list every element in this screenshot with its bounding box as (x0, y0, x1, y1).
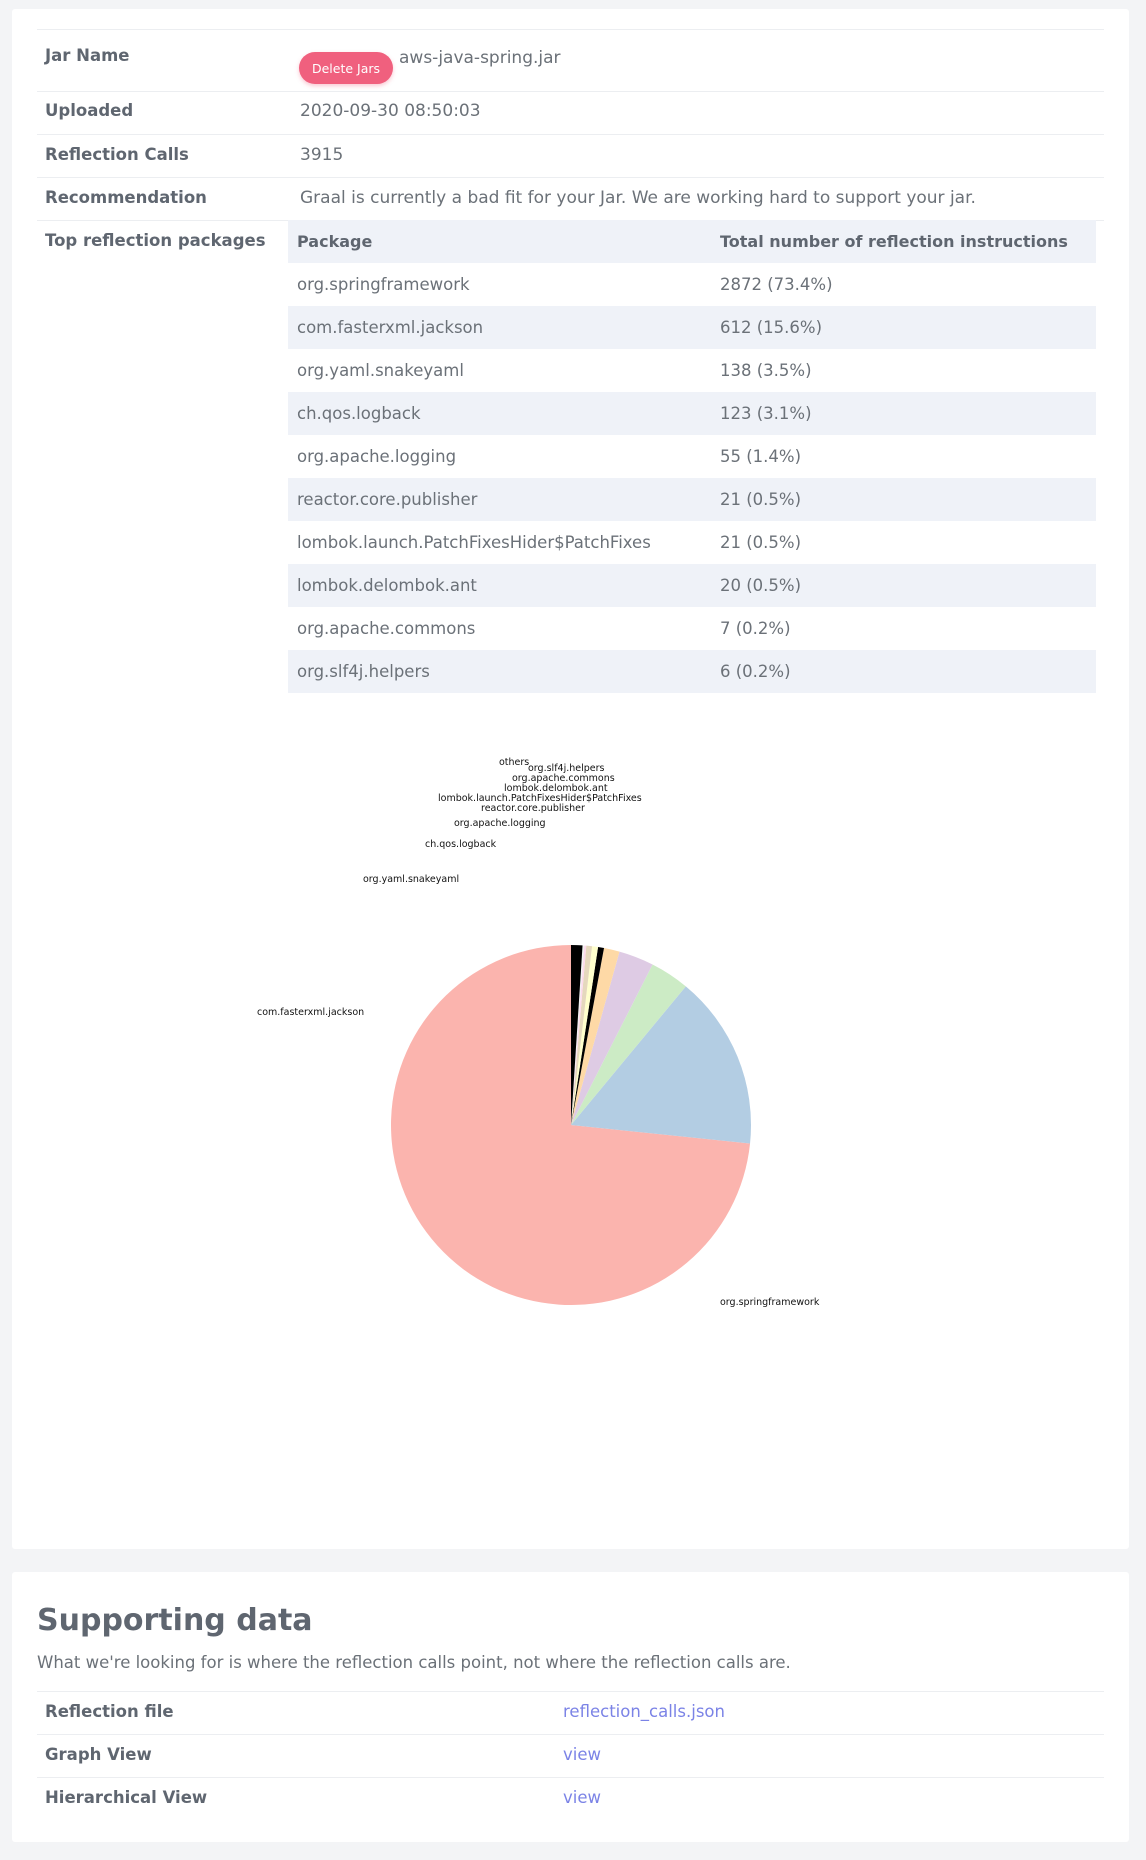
table-row: org.apache.logging 55 (1.4%) (288, 435, 1096, 478)
package-cell: org.slf4j.helpers (288, 650, 711, 693)
hierarchical-view-row: Hierarchical View view (37, 1777, 1104, 1820)
pie-slice-org-apache-commons (571, 945, 587, 1125)
pie-slice-org-springframework (391, 945, 751, 1306)
package-cell: reactor.core.publisher (288, 478, 711, 521)
pie-label-org-apache-logging: org.apache.logging (454, 818, 546, 829)
hierarchical-view-label: Hierarchical View (45, 1788, 208, 1807)
pie-slice-reactor-core-publisher (571, 947, 605, 1125)
table-row: org.apache.commons 7 (0.2%) (288, 607, 1096, 650)
pie-slice-com-fasterxml-jackson (571, 986, 751, 1144)
package-column-header: Package (288, 220, 711, 263)
pie-label-org-apache-commons: org.apache.commons (512, 773, 615, 784)
graph-view-link[interactable]: view (563, 1745, 601, 1764)
table-row: org.yaml.snakeyaml 138 (3.5%) (288, 349, 1096, 392)
total-cell: 6 (0.2%) (711, 650, 1096, 693)
recommendation-label: Recommendation (45, 188, 207, 207)
table-row: org.slf4j.helpers 6 (0.2%) (288, 650, 1096, 693)
uploaded-row: Uploaded 2020-09-30 08:50:03 (37, 91, 1104, 134)
reflection-file-label: Reflection file (45, 1702, 174, 1721)
reflection-file-link[interactable]: reflection_calls.json (563, 1702, 725, 1721)
reflection-pie-chart: org.springframework com.fasterxml.jackson… (257, 757, 820, 1308)
recommendation-row: Recommendation Graal is currently a bad … (37, 177, 1104, 220)
jar-name-value: aws-java-spring.jar (399, 48, 561, 68)
pie-slice-ch-qos-logback (571, 951, 653, 1125)
packages-table: Package Total number of reflection instr… (288, 220, 1096, 693)
graph-view-label: Graph View (45, 1745, 152, 1764)
package-cell: org.apache.commons (297, 619, 476, 638)
pie-label-others: others (499, 757, 529, 768)
supporting-data-title: Supporting data (37, 1603, 313, 1638)
total-cell: 2872 (73.4%) (720, 275, 833, 294)
reflection-calls-label: Reflection Calls (45, 145, 189, 164)
total-cell: 55 (1.4%) (720, 447, 802, 466)
pie-label-org-yaml-snakeyaml: org.yaml.snakeyaml (363, 874, 459, 885)
graph-view-row: Graph View view (37, 1734, 1104, 1777)
package-cell: org.springframework (297, 275, 470, 294)
top-packages-label: Top reflection packages (45, 231, 266, 250)
delete-jars-button[interactable]: Delete Jars (299, 52, 393, 84)
total-cell: 7 (0.2%) (720, 619, 791, 638)
pie-label-ch-qos-logback: ch.qos.logback (425, 839, 497, 850)
total-cell: 20 (0.5%) (711, 564, 1096, 607)
pie-slice-lombok-launch-patchfixeshider-patchfixes (571, 946, 599, 1125)
pie-slice-org-slf4j-helpers (571, 945, 585, 1125)
table-header-row: Package Total number of reflection instr… (288, 220, 1096, 263)
hierarchical-view-link[interactable]: view (563, 1788, 601, 1807)
pie-label-com-fasterxml-jackson: com.fasterxml.jackson (257, 1007, 364, 1018)
package-cell: lombok.launch.PatchFixesHider$PatchFixes (297, 533, 651, 552)
supporting-data-card: Supporting data What we're looking for i… (12, 1572, 1129, 1842)
jar-name-row: Jar Name Delete Jars aws-java-spring.jar (37, 29, 1104, 91)
uploaded-value: 2020-09-30 08:50:03 (300, 101, 481, 121)
reflection-calls-value: 3915 (300, 145, 344, 165)
pie-label-org-slf4j-helpers: org.slf4j.helpers (528, 763, 605, 774)
jar-name-label: Jar Name (45, 46, 130, 65)
package-cell: lombok.delombok.ant (288, 564, 711, 607)
recommendation-value: Graal is currently a bad fit for your Ja… (300, 188, 976, 208)
uploaded-label: Uploaded (45, 101, 134, 120)
table-row: reactor.core.publisher 21 (0.5%) (288, 478, 1096, 521)
pie-label-lombok-delombok-ant: lombok.delombok.ant (504, 783, 608, 794)
table-row: com.fasterxml.jackson 612 (15.6%) (288, 306, 1096, 349)
pie-label-reactor-core-publisher: reactor.core.publisher (481, 803, 585, 814)
table-row: lombok.launch.PatchFixesHider$PatchFixes… (288, 521, 1096, 564)
package-cell: ch.qos.logback (288, 392, 711, 435)
package-cell: com.fasterxml.jackson (288, 306, 711, 349)
package-cell: org.apache.logging (297, 447, 457, 466)
reflection-file-row: Reflection file reflection_calls.json (37, 1691, 1104, 1734)
supporting-data-description: What we're looking for is where the refl… (37, 1653, 791, 1672)
total-cell: 123 (3.1%) (711, 392, 1096, 435)
package-cell: org.yaml.snakeyaml (297, 361, 464, 380)
pie-label-org-springframework: org.springframework (720, 1297, 820, 1308)
total-cell: 21 (0.5%) (720, 533, 802, 552)
pie-label-lombok-launch-patchfixeshider-patchfixes: lombok.launch.PatchFixesHider$PatchFixes (438, 793, 642, 804)
pie-slice-org-apache-logging (571, 948, 620, 1125)
pie-slice-others (571, 945, 583, 1125)
total-column-header: Total number of reflection instructions (711, 220, 1096, 263)
reflection-calls-row: Reflection Calls 3915 (37, 134, 1104, 177)
table-row: ch.qos.logback 123 (3.1%) (288, 392, 1096, 435)
total-cell: 21 (0.5%) (711, 478, 1096, 521)
table-row: org.springframework 2872 (73.4%) (288, 263, 1096, 306)
table-row: lombok.delombok.ant 20 (0.5%) (288, 564, 1096, 607)
jar-details-card: Jar Name Delete Jars aws-java-spring.jar… (12, 9, 1129, 1549)
pie-slice-org-yaml-snakeyaml (571, 964, 686, 1125)
total-cell: 138 (3.5%) (720, 361, 812, 380)
total-cell: 612 (15.6%) (711, 306, 1096, 349)
pie-slice-lombok-delombok-ant (571, 945, 593, 1125)
